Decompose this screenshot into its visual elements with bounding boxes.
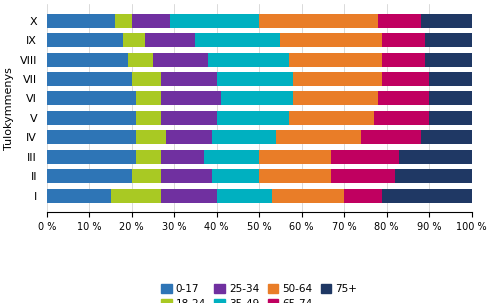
Bar	[47, 169, 132, 183]
Bar	[331, 150, 399, 164]
Bar	[378, 14, 421, 28]
Bar	[395, 169, 471, 183]
Bar	[110, 189, 162, 203]
Bar	[425, 33, 471, 47]
Bar	[259, 14, 378, 28]
Bar	[259, 169, 331, 183]
Bar	[382, 72, 429, 86]
Bar	[280, 33, 382, 47]
Bar	[421, 130, 471, 144]
Bar	[166, 130, 213, 144]
Bar	[47, 72, 132, 86]
Bar	[136, 92, 162, 105]
Bar	[361, 130, 421, 144]
Bar	[344, 189, 382, 203]
Bar	[132, 169, 162, 183]
Bar	[213, 130, 276, 144]
Bar	[162, 111, 217, 125]
Bar	[132, 14, 170, 28]
Bar	[399, 150, 471, 164]
Bar	[429, 72, 471, 86]
Bar	[429, 92, 471, 105]
Bar	[123, 33, 144, 47]
Bar	[382, 33, 425, 47]
Bar	[195, 33, 280, 47]
Bar	[47, 189, 110, 203]
Bar	[47, 33, 123, 47]
Bar	[162, 169, 213, 183]
Legend: 0-17, 18-24, 25-34, 35-49, 50-64, 65-74, 75+: 0-17, 18-24, 25-34, 35-49, 50-64, 65-74,…	[161, 284, 357, 303]
Bar	[217, 189, 272, 203]
Bar	[204, 150, 259, 164]
Bar	[293, 92, 378, 105]
Bar	[425, 52, 471, 67]
Bar	[272, 189, 344, 203]
Y-axis label: Tulokymmenys: Tulokymmenys	[4, 67, 14, 150]
Bar	[153, 52, 208, 67]
Bar	[221, 92, 293, 105]
Bar	[217, 111, 289, 125]
Bar	[128, 52, 153, 67]
Bar	[47, 111, 136, 125]
Bar	[136, 130, 166, 144]
Bar	[162, 189, 217, 203]
Bar	[47, 14, 115, 28]
Bar	[136, 150, 162, 164]
Bar	[378, 92, 429, 105]
Bar	[136, 111, 162, 125]
Bar	[170, 14, 259, 28]
Bar	[144, 33, 195, 47]
Bar	[162, 72, 217, 86]
Bar	[47, 52, 128, 67]
Bar	[132, 72, 162, 86]
Bar	[276, 130, 361, 144]
Bar	[293, 72, 382, 86]
Bar	[374, 111, 429, 125]
Bar	[47, 130, 136, 144]
Bar	[289, 111, 374, 125]
Bar	[213, 169, 259, 183]
Bar	[259, 150, 331, 164]
Bar	[421, 14, 471, 28]
Bar	[382, 189, 471, 203]
Bar	[208, 52, 289, 67]
Bar	[429, 111, 471, 125]
Bar	[47, 150, 136, 164]
Bar	[217, 72, 293, 86]
Bar	[331, 169, 395, 183]
Bar	[382, 52, 425, 67]
Bar	[162, 150, 204, 164]
Bar	[162, 92, 221, 105]
Bar	[289, 52, 382, 67]
Bar	[115, 14, 132, 28]
Bar	[47, 92, 136, 105]
